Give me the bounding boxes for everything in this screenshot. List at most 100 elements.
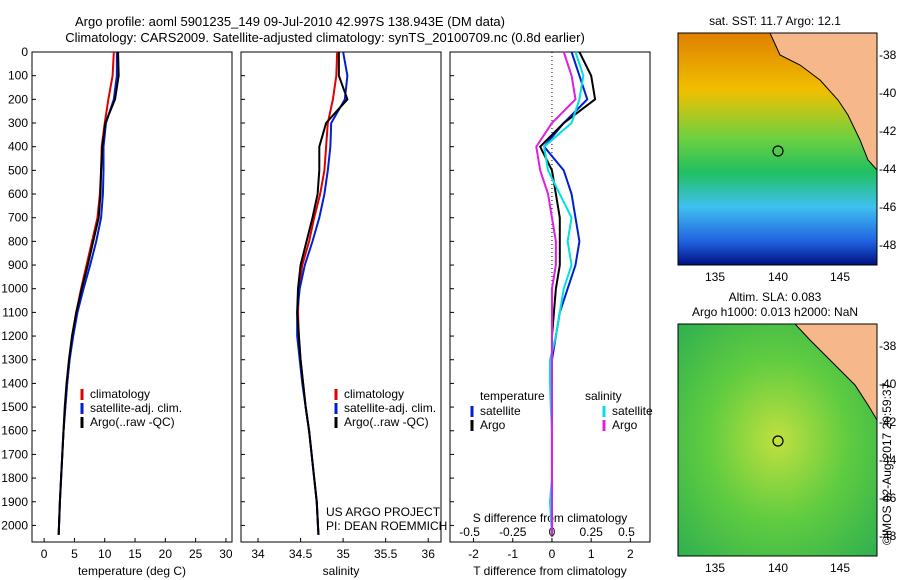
map-y-tick-label: -48 [879, 238, 897, 252]
series-line [538, 51, 597, 535]
x-tick-label: 35 [336, 547, 350, 561]
annotation-text: PI: DEAN ROEMMICH [326, 519, 447, 533]
x-tick-label: 25 [189, 547, 203, 561]
x-tick-label: 15 [128, 547, 142, 561]
legend-label: climatology [90, 387, 150, 401]
y-tick-label: 2000 [1, 518, 28, 532]
y-tick-label: 1000 [1, 282, 28, 296]
map-y-tick-label: -38 [879, 339, 897, 353]
x-tick-label: 10 [98, 547, 112, 561]
secondary-x-tick-label: -0.5 [459, 525, 480, 539]
x-tick-label: 5 [71, 547, 78, 561]
map-y-tick-label: -46 [879, 491, 897, 505]
map-y-tick-label: -42 [879, 124, 897, 138]
plot-frame [31, 51, 233, 543]
map-x-tick-label: 140 [768, 270, 788, 284]
y-tick-label: 200 [8, 92, 28, 106]
secondary-x-tick-label: -0.25 [499, 525, 527, 539]
sla-map-axes: 135 140 145 -38 -40 -42 -44 -46 -48 [705, 339, 897, 575]
legend-label: satellite [612, 404, 653, 418]
y-tick-label: 800 [8, 234, 28, 248]
argo-location-marker [772, 145, 784, 157]
x-tick-label: 20 [159, 547, 173, 561]
legend-label: climatology [344, 387, 404, 401]
secondary-x-tick-label: 0.25 [579, 525, 603, 539]
secondary-x-tick-label: 0.5 [618, 525, 635, 539]
sst-map-title: sat. SST: 11.7 Argo: 12.1 [709, 14, 841, 28]
legend-group-title: salinity [585, 389, 622, 403]
legend-label: Argo(..raw -QC) [344, 415, 429, 429]
y-tick-label: 1600 [1, 424, 28, 438]
y-tick-label: 1200 [1, 329, 28, 343]
x-tick-label: 30 [219, 547, 233, 561]
y-tick-label: 1100 [2, 305, 28, 319]
map-y-tick-label: -42 [879, 415, 897, 429]
map-y-tick-label: -44 [879, 453, 897, 467]
imos-timestamp: ©IMOS 02-Aug-2017 20:59:37 [880, 382, 894, 545]
y-tick-label: 1400 [1, 376, 28, 390]
sst-map-axes: 135 140 145 -38 -40 -42 -44 -46 -48 [705, 48, 897, 284]
y-tick-label: 400 [8, 140, 28, 154]
x-tick-label: 0 [549, 547, 556, 561]
y-tick-label: 1300 [1, 353, 28, 367]
map-y-tick-label: -48 [879, 529, 897, 543]
x-axis-label: T difference from climatology [473, 564, 627, 578]
x-tick-label: 2 [627, 547, 634, 561]
salinity-panel: 34 34.5 35 35.5 36 salinity climatologysatelli… [240, 51, 447, 578]
x-tick-label: 36 [422, 547, 436, 561]
sla-map [677, 323, 878, 557]
series-line [296, 51, 349, 535]
x-tick-label: -2 [468, 547, 479, 561]
map-y-tick-label: -40 [879, 86, 897, 100]
legend-label: Argo [612, 418, 638, 432]
x-axis-label: salinity [323, 564, 360, 578]
legend-label: satellite-adj. clim. [344, 401, 436, 415]
map-y-tick-label: -38 [879, 48, 897, 62]
argo-location-marker [772, 435, 784, 447]
map-y-tick-label: -46 [879, 200, 897, 214]
y-tick-label: 300 [8, 116, 28, 130]
sla-map-title-line1: Altim. SLA: 0.083 [729, 290, 822, 304]
series-line [535, 51, 577, 535]
temperature-panel: 0100200300400500600700800900100011001200… [1, 45, 233, 578]
y-tick-label: 700 [8, 211, 28, 225]
sst-map [677, 32, 878, 266]
x-tick-label: -1 [507, 547, 518, 561]
x-tick-label: 35.5 [374, 547, 398, 561]
y-tick-label: 900 [8, 258, 28, 272]
map-x-tick-label: 135 [705, 561, 725, 575]
plot-frame [449, 51, 651, 543]
y-tick-label: 1900 [1, 495, 28, 509]
legend-label: Argo [480, 418, 506, 432]
figure-title-line2: Climatology: CARS2009. Satellite-adjuste… [65, 30, 585, 45]
x-tick-label: 1 [588, 547, 595, 561]
plot-frame [240, 51, 442, 543]
map-x-tick-label: 145 [830, 561, 850, 575]
x-axis-label: temperature (deg C) [78, 564, 186, 578]
y-tick-label: 1800 [1, 471, 28, 485]
y-tick-label: 0 [21, 45, 28, 59]
map-y-tick-label: -44 [879, 162, 897, 176]
map-x-tick-label: 145 [830, 270, 850, 284]
series-line [296, 52, 349, 535]
y-tick-label: 500 [8, 163, 28, 177]
annotation-text: US ARGO PROJECT [326, 505, 441, 519]
y-tick-label: 100 [8, 69, 28, 83]
series-line [57, 52, 118, 535]
figure-title-line1: Argo profile: aoml 5901235_149 09-Jul-20… [75, 14, 505, 29]
legend-label: satellite [480, 404, 521, 418]
x-tick-label: 34 [251, 547, 265, 561]
map-x-tick-label: 135 [705, 270, 725, 284]
legend-group-title: temperature [480, 389, 545, 403]
legend-label: Argo(..raw -QC) [90, 415, 175, 429]
sla-map-title-line2: Argo h1000: 0.013 h2000: NaN [692, 305, 858, 319]
map-y-tick-label: -40 [879, 377, 897, 391]
x-tick-label: 0 [41, 547, 48, 561]
series-line [57, 51, 120, 535]
y-tick-label: 1500 [1, 400, 28, 414]
map-x-tick-label: 140 [768, 561, 788, 575]
y-tick-label: 1700 [1, 447, 28, 461]
x-tick-label: 34.5 [289, 547, 313, 561]
